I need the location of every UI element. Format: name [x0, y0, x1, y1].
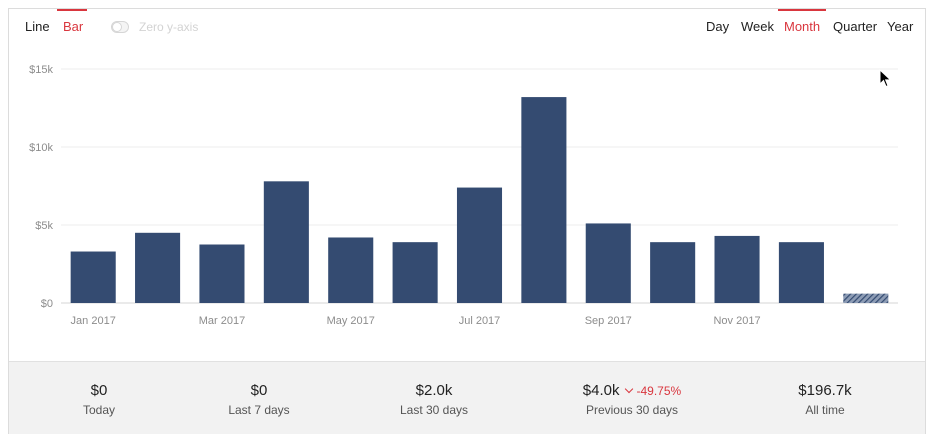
stat-label: Last 30 days: [399, 403, 469, 417]
y-tick-label: $0: [41, 298, 53, 310]
y-tick-label: $10k: [29, 142, 53, 154]
change-indicator: -49.75%: [624, 384, 682, 398]
bar-mar-2017[interactable]: [199, 244, 245, 304]
stat-value: $196.7k: [798, 382, 852, 399]
stats-footer: $0 Today $0 Last 7 days $2.0k Last 30 da…: [9, 361, 925, 434]
x-tick-label: May 2017: [327, 315, 375, 327]
bar-oct-2017[interactable]: [650, 242, 696, 303]
tab-quarter[interactable]: Quarter: [833, 19, 878, 34]
stat-label: All time: [805, 403, 845, 417]
x-tick-label: Jan 2017: [71, 315, 116, 327]
tab-day[interactable]: Day: [706, 19, 730, 34]
chevron-down-icon: [624, 384, 633, 394]
bar-jul-2017[interactable]: [456, 187, 503, 303]
tab-line[interactable]: Line: [25, 19, 50, 34]
stat-value: $0: [90, 382, 108, 399]
chart-toolbar: Line Bar Zero y-axis Day Week Month Quar…: [9, 9, 925, 45]
change-percent: -49.75%: [636, 384, 682, 398]
bar-jan-2018[interactable]: [843, 293, 889, 303]
stat-label: Previous 30 days: [585, 403, 679, 417]
mouse-pointer-icon: [879, 69, 892, 88]
stat-value-text: $4.0k: [582, 382, 620, 399]
tab-year[interactable]: Year: [887, 19, 914, 34]
stat-value: $2.0k: [415, 382, 453, 399]
bar-apr-2017[interactable]: [263, 181, 309, 303]
revenue-bar-chart: $0 $5k $10k $15k Jan 2017 Mar 2017 May 2017 Ju…: [29, 64, 898, 327]
bar-jun-2017[interactable]: [392, 242, 438, 303]
y-axis-ticks: $0 $5k $10k $15k: [29, 64, 53, 310]
bar-sep-2017[interactable]: [585, 223, 631, 303]
x-tick-label: Mar 2017: [199, 315, 245, 327]
stat-value: $0: [250, 382, 268, 399]
bars: [70, 97, 889, 304]
stat-label: Last 7 days: [228, 403, 290, 417]
stat-last-7-days: $0 Last 7 days: [169, 382, 349, 418]
toggle-switch[interactable]: [111, 21, 129, 33]
bar-may-2017[interactable]: [328, 237, 374, 303]
stat-today: $0 Today: [9, 382, 189, 418]
stat-value: $4.0k -49.75%: [542, 382, 722, 400]
stat-label: Today: [82, 403, 116, 417]
bar-jan-2017[interactable]: [70, 251, 116, 303]
x-tick-label: Sep 2017: [585, 315, 632, 327]
tab-bar[interactable]: Bar: [57, 9, 87, 45]
bar-feb-2017[interactable]: [135, 232, 181, 303]
bar-nov-2017[interactable]: [714, 235, 760, 303]
x-axis-ticks: Jan 2017 Mar 2017 May 2017 Jul 2017 Sep 2017…: [71, 315, 761, 327]
bar-aug-2017[interactable]: [521, 97, 567, 303]
bar-dec-2017[interactable]: [778, 242, 824, 303]
toggle-knob: [112, 22, 122, 32]
zero-y-axis-label: Zero y-axis: [139, 20, 199, 34]
x-tick-label: Jul 2017: [459, 315, 501, 327]
tab-month[interactable]: Month: [778, 9, 826, 45]
y-tick-label: $15k: [29, 64, 53, 76]
stat-previous-30-days: $4.0k -49.75% Previous 30 days: [542, 382, 722, 418]
revenue-chart-card: Line Bar Zero y-axis Day Week Month Quar…: [8, 8, 926, 434]
tab-week[interactable]: Week: [741, 19, 774, 34]
zero-y-axis-toggle[interactable]: Zero y-axis: [111, 19, 198, 35]
y-tick-label: $5k: [35, 220, 53, 232]
stat-last-30-days: $2.0k Last 30 days: [344, 382, 524, 418]
x-tick-label: Nov 2017: [713, 315, 760, 327]
stat-all-time: $196.7k All time: [735, 382, 915, 418]
